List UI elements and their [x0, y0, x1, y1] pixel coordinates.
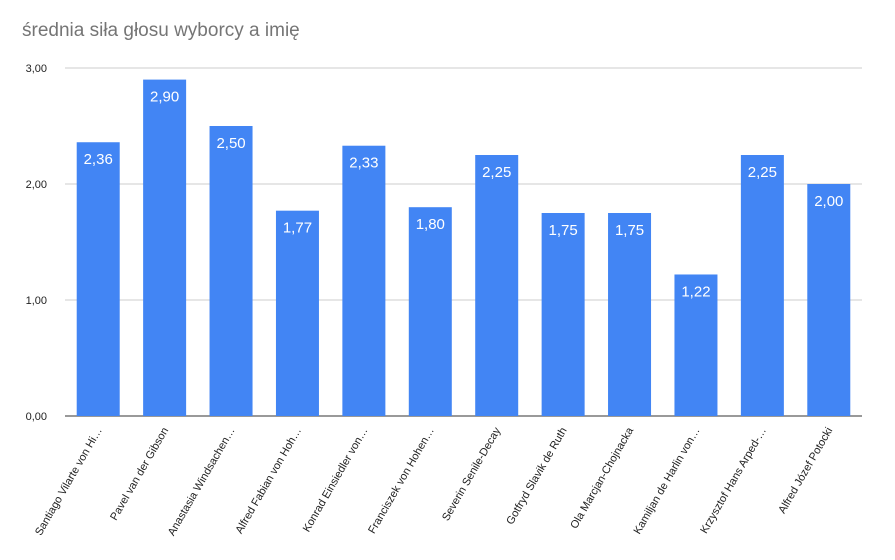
bars	[76, 79, 851, 417]
bar	[674, 274, 718, 416]
x-tick-label: Severin Senile-Decay	[440, 425, 504, 523]
bar	[143, 79, 187, 416]
data-label: 2,25	[748, 164, 777, 181]
x-tick-label: Krzysztof Hans Arped-…	[698, 426, 769, 536]
x-tick-label: Pavel van der Gibson	[108, 426, 171, 523]
bar	[342, 145, 386, 416]
data-label: 2,25	[482, 164, 511, 181]
gridlines	[65, 67, 862, 417]
data-label: 1,75	[549, 222, 578, 239]
data-label: 2,50	[216, 135, 245, 152]
bar	[76, 142, 120, 417]
data-label: 2,36	[84, 151, 113, 168]
data-label: 1,80	[416, 216, 445, 233]
x-tick-label: Konrad Einsiedler von…	[301, 426, 371, 535]
data-label: 1,75	[615, 222, 644, 239]
bar	[408, 207, 452, 416]
bar	[275, 210, 319, 416]
data-label: 1,77	[283, 220, 312, 237]
data-label: 1,22	[681, 283, 710, 300]
x-tick-label: Kamiljan de Harlin von…	[632, 426, 703, 537]
chart-title: średnia siła głosu wyborcy a imię	[22, 20, 300, 41]
x-tick-label: Anastasia Windsachen…	[166, 426, 238, 538]
y-tick-label: 2,00	[26, 179, 47, 191]
bar	[608, 213, 652, 416]
x-tick-label: Ola Marcjan-Chojnacka	[568, 425, 636, 531]
x-tick-label: Franciszek von Hohen…	[366, 425, 437, 535]
data-label: 2,90	[150, 89, 179, 106]
data-label: 2,00	[814, 193, 843, 210]
bar	[209, 126, 253, 416]
x-tick-label: Alfred Fabian von Hoh…	[233, 426, 304, 536]
y-tick-label: 3,00	[26, 63, 47, 75]
data-label: 2,33	[349, 155, 378, 172]
x-tick-label: Santiago Vilarte von Hi…	[33, 426, 105, 538]
x-tick-label: Alfred Józef Potocki	[776, 426, 835, 516]
bar	[541, 213, 585, 416]
x-tick-label: Gotfryd Slavik de Ruth	[504, 426, 569, 527]
bar	[740, 155, 784, 416]
y-tick-label: 0,00	[26, 411, 47, 423]
y-tick-label: 1,00	[26, 295, 47, 307]
bar	[807, 184, 851, 416]
bar	[475, 155, 519, 416]
